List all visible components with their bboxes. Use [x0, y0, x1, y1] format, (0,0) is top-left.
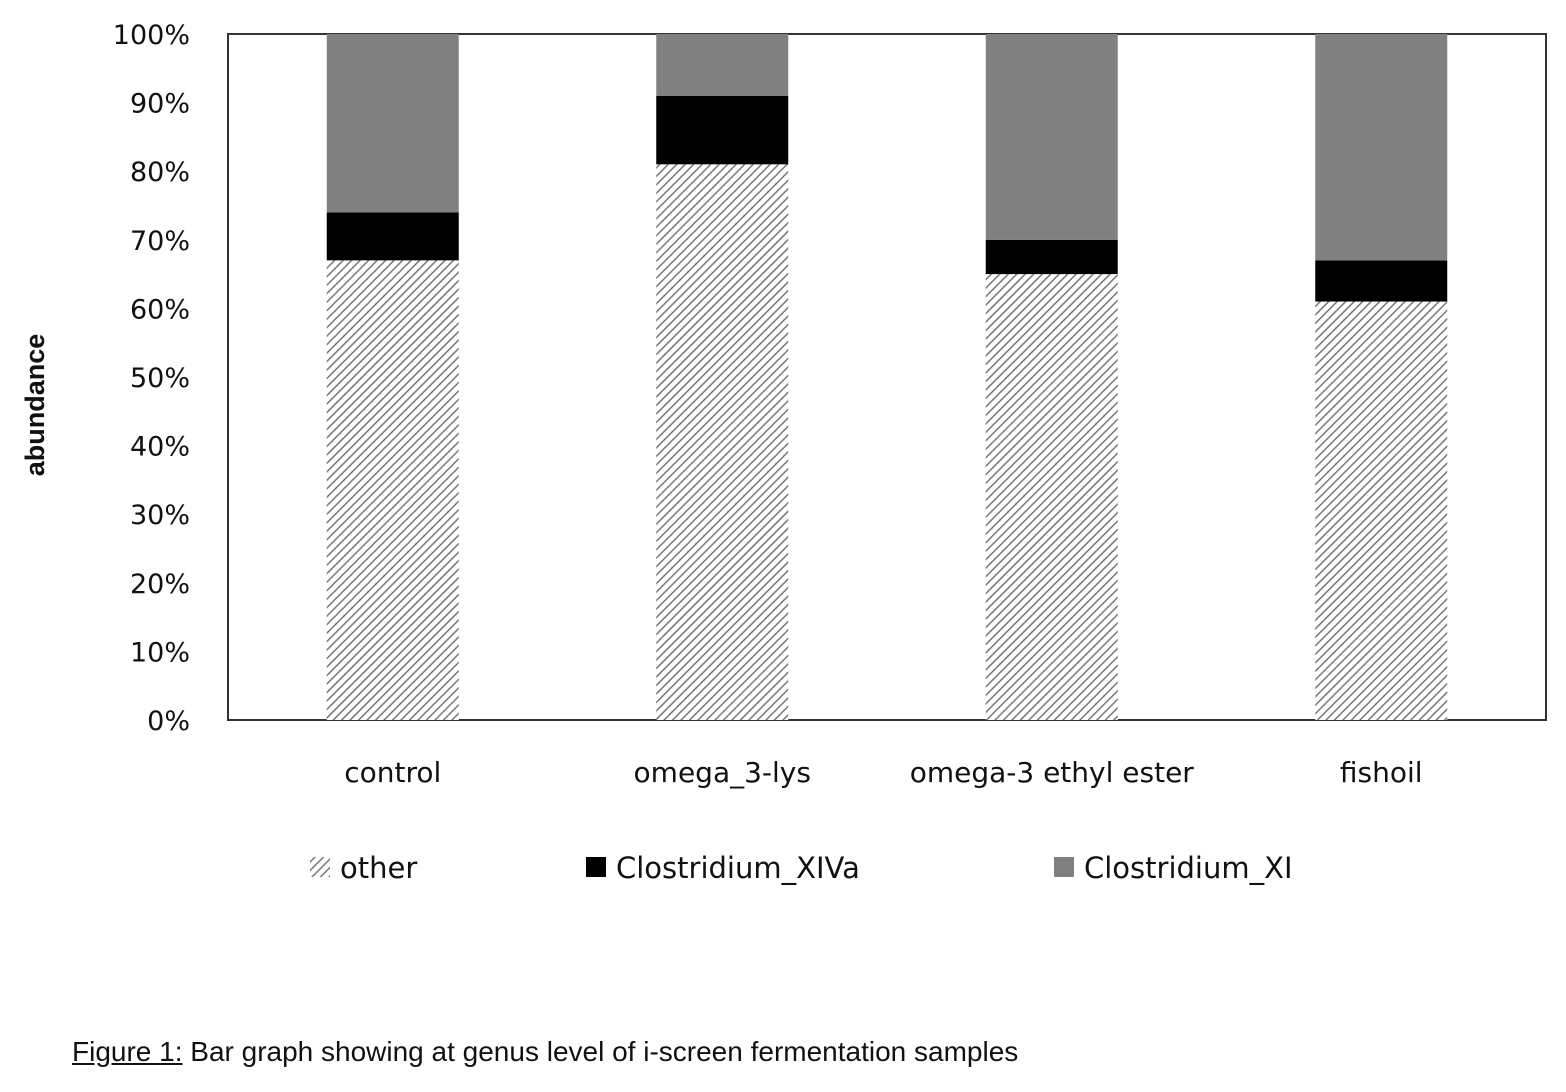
bar-segment-clostridium-xi: [326, 34, 459, 213]
bar-segment-other: [656, 164, 789, 721]
legend-item: other: [310, 851, 417, 885]
bar-segment-clostridium-xi: [985, 34, 1118, 240]
figure-caption-label: Figure 1:: [72, 1036, 183, 1067]
y-tick-label: 50%: [130, 363, 190, 394]
legend-swatch: [1054, 857, 1074, 877]
legend-label: other: [340, 851, 417, 885]
bar-segment-clostridium-xiva: [985, 239, 1118, 275]
legend-label: Clostridium_XIVa: [616, 851, 860, 885]
x-tick-label: control: [344, 756, 441, 789]
y-tick-label: 100%: [113, 20, 190, 51]
y-tick-label: 20%: [130, 569, 190, 600]
bar-segment-clostridium-xiva: [326, 212, 459, 261]
y-tick-label: 90%: [130, 89, 190, 120]
y-tick-label: 10%: [130, 637, 190, 668]
x-tick-label: omega-3 ethyl ester: [910, 756, 1195, 789]
bar-segment-other: [1315, 301, 1448, 720]
bar-segment-other: [326, 260, 459, 720]
bar-segment-clostridium-xi: [1315, 34, 1448, 261]
bar-segment-clostridium-xiva: [656, 95, 789, 165]
legend-swatch: [310, 857, 330, 877]
y-tick-label: 40%: [130, 432, 190, 463]
figure-caption: Figure 1: Bar graph showing at genus lev…: [72, 1036, 1018, 1068]
x-tick-label: fishoil: [1340, 756, 1423, 789]
legend-swatch: [586, 857, 606, 877]
legend-item: Clostridium_XIVa: [586, 851, 860, 885]
y-tick-label: 0%: [147, 706, 190, 737]
legend-item: Clostridium_XI: [1054, 851, 1293, 885]
y-tick-label: 60%: [130, 294, 190, 325]
y-tick-label: 80%: [130, 157, 190, 188]
y-tick-label: 30%: [130, 500, 190, 531]
y-tick-label: 70%: [130, 226, 190, 257]
bar-segment-other: [985, 274, 1118, 720]
figure-caption-text: Bar graph showing at genus level of i-sc…: [182, 1036, 1019, 1067]
x-tick-label: omega_3-lys: [634, 756, 811, 789]
bar-segment-clostridium-xi: [656, 34, 789, 96]
legend-label: Clostridium_XI: [1084, 851, 1293, 885]
bar-segment-clostridium-xiva: [1315, 260, 1448, 302]
y-axis-label: abundance: [20, 334, 50, 477]
